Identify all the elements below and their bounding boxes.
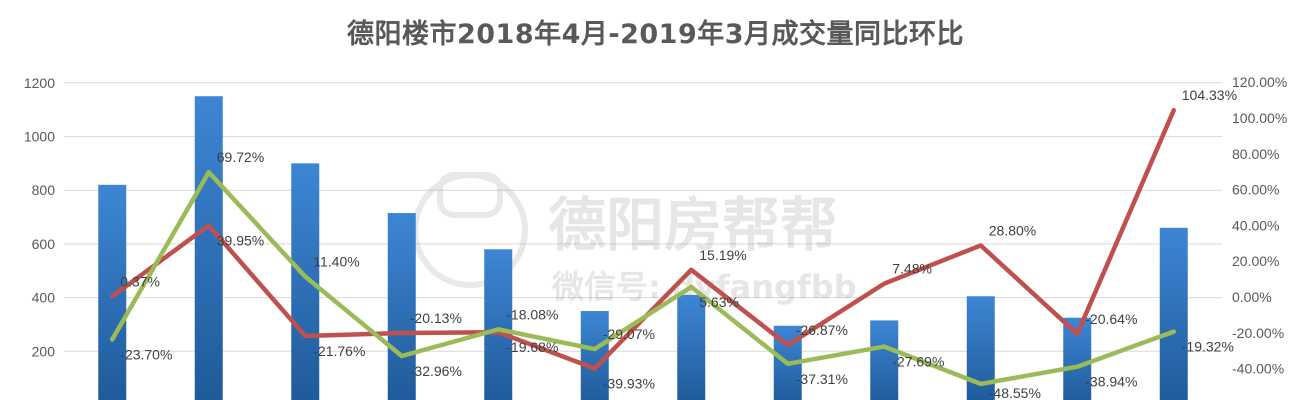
chart-title: 德阳楼市2018年4月-2019年3月成交量同比环比 xyxy=(346,19,965,50)
bar xyxy=(870,320,899,400)
bar xyxy=(580,311,609,400)
data-label: 5.63% xyxy=(699,294,739,310)
data-label: -18.08% xyxy=(506,306,558,322)
bar xyxy=(98,184,127,400)
data-labels: 0.37% 39.95% -21.76% -20.13% -19.68% -39.93% 1… xyxy=(120,87,1237,400)
data-label: 39.95% xyxy=(217,232,264,248)
y2-axis-tick-label: 80.00% xyxy=(1232,146,1279,162)
data-label: -23.70% xyxy=(120,346,172,362)
line-series xyxy=(110,107,1176,387)
data-label: -38.94% xyxy=(1085,374,1137,390)
data-label: -20.64% xyxy=(1085,311,1137,327)
bar xyxy=(387,213,416,400)
y2-axis-tick-label: 20.00% xyxy=(1232,253,1279,269)
data-label: 7.48% xyxy=(892,261,932,277)
watermark-brand: 德阳房帮帮 xyxy=(548,191,838,259)
data-label: 69.72% xyxy=(217,149,264,165)
axes: 0 200 400 600 800 1000 1200 -60.00% -40.00% -20.0… xyxy=(24,74,1287,400)
y-axis-tick-label: 0 xyxy=(47,397,55,400)
bar xyxy=(484,249,513,400)
y2-axis-tick-label: 100.00% xyxy=(1232,110,1287,126)
data-label: -26.87% xyxy=(796,322,848,338)
data-label: 15.19% xyxy=(699,247,746,263)
y2-axis-tick-label: 120.00% xyxy=(1232,74,1287,90)
y-axis-tick-label: 800 xyxy=(32,182,56,198)
series-line xyxy=(110,169,1176,387)
bar xyxy=(677,294,706,400)
bar xyxy=(291,163,320,400)
data-label: -29.07% xyxy=(603,326,655,342)
y-axis-tick-label: 1200 xyxy=(24,75,55,91)
data-label: -37.31% xyxy=(796,371,848,387)
y-axis-tick-label: 400 xyxy=(32,290,56,306)
data-label: -20.13% xyxy=(410,310,462,326)
data-label: -39.93% xyxy=(603,375,655,391)
data-label: -19.68% xyxy=(506,339,558,355)
data-label: 0.37% xyxy=(120,273,160,289)
y-axis-tick-label: 600 xyxy=(32,236,56,252)
y-axis-tick-label: 1000 xyxy=(24,129,55,145)
fist-logo-knuckles-icon xyxy=(437,172,503,218)
data-label: 104.33% xyxy=(1182,87,1237,103)
y-axis-tick-label: 200 xyxy=(32,343,56,359)
bar xyxy=(1159,227,1188,400)
gridlines xyxy=(64,82,1222,352)
y2-axis-tick-label: 0.00% xyxy=(1232,289,1272,305)
watermark: 德阳房帮帮 微信号: dyfangfbb xyxy=(412,172,857,306)
data-label: -48.55% xyxy=(989,385,1041,400)
y2-axis-tick-label: -60.00% xyxy=(1232,396,1284,400)
y2-axis-tick-label: 40.00% xyxy=(1232,217,1279,233)
y2-axis-tick-label: -20.00% xyxy=(1232,325,1284,341)
data-label: 28.80% xyxy=(989,222,1036,238)
data-label: -19.32% xyxy=(1182,339,1234,355)
y2-axis-tick-label: 60.00% xyxy=(1232,182,1279,198)
y2-axis-tick-label: -40.00% xyxy=(1232,361,1284,377)
data-label: -27.69% xyxy=(892,354,944,370)
data-label: -32.96% xyxy=(410,363,462,379)
data-label: 11.40% xyxy=(313,254,359,270)
data-label: -21.76% xyxy=(313,343,365,359)
bar xyxy=(194,96,223,400)
